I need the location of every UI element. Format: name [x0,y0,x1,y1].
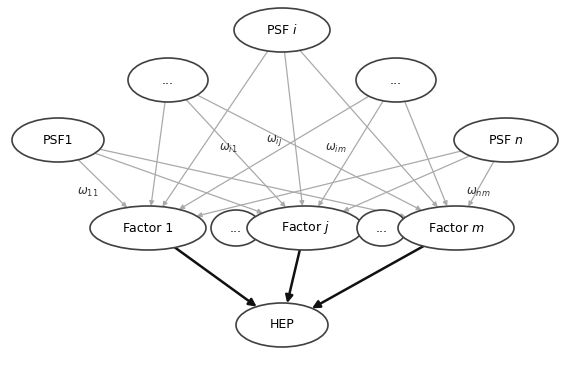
Text: HEP: HEP [270,319,294,332]
Text: Factor 1: Factor 1 [123,222,173,235]
Text: $\omega_{11}$: $\omega_{11}$ [77,185,99,199]
Ellipse shape [398,206,514,250]
Text: PSF $i$: PSF $i$ [266,23,298,37]
Ellipse shape [236,303,328,347]
Text: Factor $j$: Factor $j$ [280,219,329,236]
Ellipse shape [211,210,261,246]
Text: $\omega_{i1}$: $\omega_{i1}$ [219,141,237,155]
Ellipse shape [247,206,363,250]
Text: ...: ... [376,222,388,235]
Ellipse shape [234,8,330,52]
Ellipse shape [357,210,407,246]
Text: ...: ... [390,74,402,87]
Text: PSF $n$: PSF $n$ [488,134,524,147]
Text: ...: ... [162,74,174,87]
Text: ...: ... [230,222,242,235]
Text: PSF1: PSF1 [43,134,73,147]
Text: $\omega_{ij}$: $\omega_{ij}$ [266,132,282,148]
Ellipse shape [356,58,436,102]
Text: $\omega_{nm}$: $\omega_{nm}$ [466,185,490,199]
Ellipse shape [12,118,104,162]
Ellipse shape [454,118,558,162]
Ellipse shape [128,58,208,102]
Text: Factor $m$: Factor $m$ [428,222,484,235]
Text: $\omega_{im}$: $\omega_{im}$ [325,141,347,155]
Ellipse shape [90,206,206,250]
